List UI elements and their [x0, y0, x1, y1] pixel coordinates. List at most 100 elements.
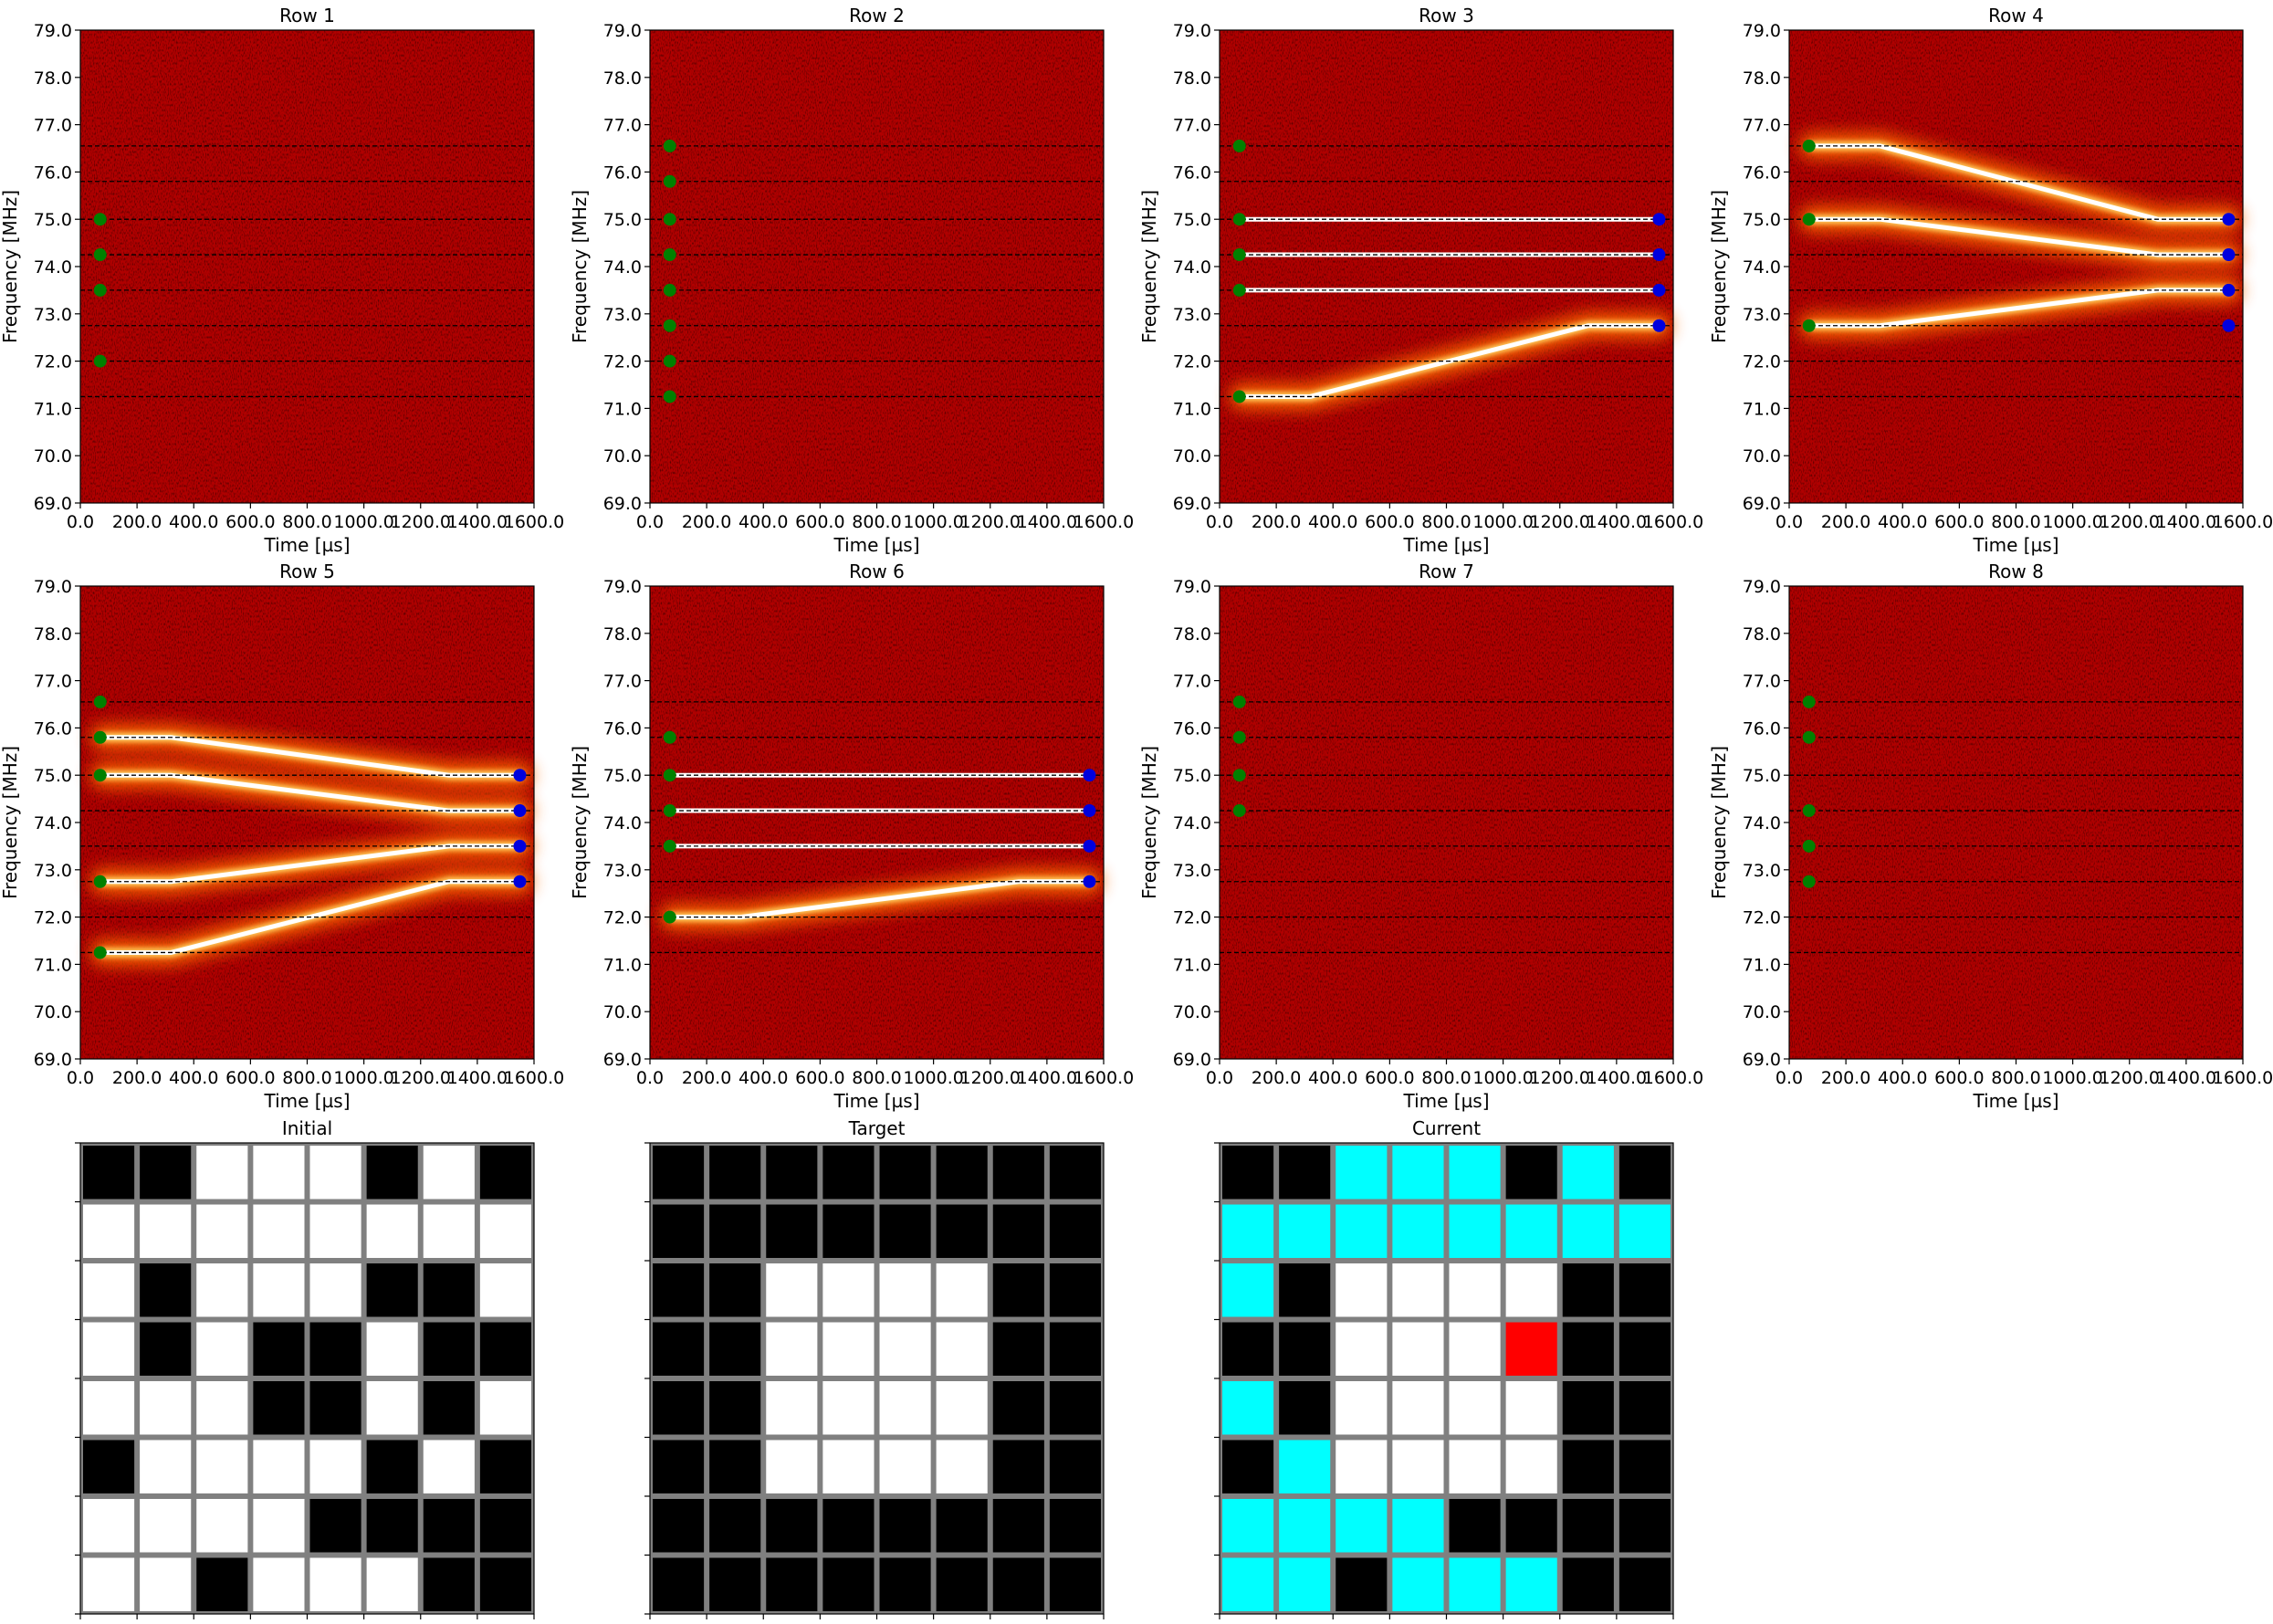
- grid-cell: [1279, 1204, 1331, 1258]
- grid-cell: [1049, 1557, 1101, 1611]
- grid-cell: [653, 1146, 705, 1200]
- grid-cell: [1449, 1204, 1501, 1258]
- grid-cell: [309, 1322, 361, 1376]
- grid-cell: [1222, 1440, 1274, 1493]
- grid-cell: [1336, 1322, 1388, 1376]
- y-tick-label: 75.0: [34, 766, 72, 786]
- x-axis-label: Time [µs]: [833, 534, 919, 556]
- y-tick-label: 72.0: [1743, 908, 1781, 928]
- grid-cell: [992, 1440, 1044, 1493]
- grid-title: Target: [848, 1117, 906, 1139]
- grid-cell: [140, 1322, 192, 1376]
- y-tick-label: 77.0: [34, 672, 72, 692]
- grid-cell: [83, 1381, 135, 1435]
- y-axis-label: Frequency [MHz]: [1708, 746, 1730, 899]
- grid-cell: [1562, 1499, 1614, 1553]
- grid-cell: [1222, 1381, 1274, 1435]
- x-tick-label: 1400.0: [2156, 512, 2216, 532]
- y-tick-label: 75.0: [1743, 210, 1781, 230]
- y-tick-label: 69.0: [34, 1050, 72, 1070]
- grid-cell: [1049, 1263, 1101, 1317]
- x-tick-label: 1400.0: [1587, 512, 1647, 532]
- grid-cell: [1392, 1146, 1444, 1200]
- y-tick-label: 72.0: [603, 352, 642, 372]
- x-tick-label: 600.0: [795, 1068, 844, 1088]
- y-tick-label: 78.0: [1743, 68, 1781, 89]
- grid-cell: [1562, 1322, 1614, 1376]
- y-tick-label: 77.0: [603, 672, 642, 692]
- x-tick-label: 0.0: [1775, 512, 1803, 532]
- grid-cell: [479, 1499, 531, 1553]
- grid-cell: [83, 1204, 135, 1258]
- x-tick-label: 400.0: [1878, 1068, 1927, 1088]
- y-tick-label: 79.0: [1173, 577, 1211, 597]
- grid-cell: [83, 1322, 135, 1376]
- x-axis-label: Time [µs]: [1972, 534, 2058, 556]
- grid-cell: [366, 1263, 418, 1317]
- grid-cell: [253, 1204, 305, 1258]
- x-tick-label: 400.0: [738, 1068, 788, 1088]
- y-tick-label: 71.0: [1743, 399, 1781, 419]
- grid-cell: [1336, 1263, 1388, 1317]
- x-axis-label: Time [µs]: [263, 534, 350, 556]
- end-marker: [2222, 283, 2236, 297]
- grid-cell: [423, 1204, 475, 1258]
- grid-cell: [879, 1263, 931, 1317]
- start-marker: [663, 910, 676, 924]
- grid-cell: [1449, 1146, 1501, 1200]
- grid-cell: [196, 1322, 248, 1376]
- grid-cell: [1449, 1440, 1501, 1493]
- x-tick-label: 400.0: [169, 512, 218, 532]
- x-axis-label: Time [µs]: [263, 1090, 350, 1112]
- y-tick-label: 71.0: [34, 955, 72, 975]
- x-tick-label: 1200.0: [391, 512, 451, 532]
- grid-cell: [1505, 1381, 1557, 1435]
- x-tick-label: 800.0: [282, 512, 331, 532]
- start-marker: [663, 213, 676, 226]
- grid-cell: [1049, 1499, 1101, 1553]
- y-tick-label: 76.0: [603, 718, 642, 739]
- end-marker: [1083, 769, 1096, 782]
- y-tick-label: 71.0: [34, 399, 72, 419]
- x-tick-label: 1400.0: [447, 512, 508, 532]
- end-marker: [1652, 319, 1666, 332]
- y-axis-label: Frequency [MHz]: [569, 746, 591, 899]
- end-marker: [513, 769, 527, 782]
- y-tick-label: 74.0: [34, 813, 72, 833]
- y-tick-label: 70.0: [603, 1002, 642, 1022]
- end-marker: [1652, 248, 1666, 262]
- grid-cell: [1336, 1146, 1388, 1200]
- x-tick-label: 800.0: [1991, 1068, 2040, 1088]
- grid-cell: [879, 1146, 931, 1200]
- grid-cell: [309, 1146, 361, 1200]
- start-marker: [1802, 839, 1816, 853]
- grid-cell: [1562, 1204, 1614, 1258]
- start-marker: [663, 804, 676, 818]
- end-marker: [1652, 213, 1666, 226]
- grid-cell: [1392, 1204, 1444, 1258]
- grid-cell: [479, 1381, 531, 1435]
- grid-cell: [366, 1204, 418, 1258]
- x-axis-label: Time [µs]: [1402, 534, 1489, 556]
- x-tick-label: 800.0: [852, 1068, 901, 1088]
- start-marker: [663, 139, 676, 152]
- noise-texture: [80, 30, 534, 503]
- y-tick-label: 79.0: [603, 577, 642, 597]
- y-tick-label: 73.0: [1743, 305, 1781, 325]
- y-tick-label: 78.0: [1173, 624, 1211, 644]
- grid-cell: [1618, 1499, 1671, 1553]
- x-tick-label: 1000.0: [2042, 512, 2102, 532]
- start-marker: [663, 769, 676, 782]
- grid-panel-current: Current: [1214, 1117, 1674, 1619]
- x-tick-label: 1000.0: [2042, 1068, 2102, 1088]
- grid-cell: [1222, 1263, 1274, 1317]
- grid-cell: [1505, 1499, 1557, 1553]
- y-tick-label: 76.0: [1743, 162, 1781, 183]
- x-tick-label: 1400.0: [1017, 1068, 1077, 1088]
- start-marker: [93, 730, 107, 744]
- y-tick-label: 79.0: [603, 21, 642, 41]
- plot-title: Row 5: [279, 561, 335, 582]
- grid-cell: [653, 1557, 705, 1611]
- start-marker: [663, 839, 676, 853]
- grid-cell: [766, 1322, 818, 1376]
